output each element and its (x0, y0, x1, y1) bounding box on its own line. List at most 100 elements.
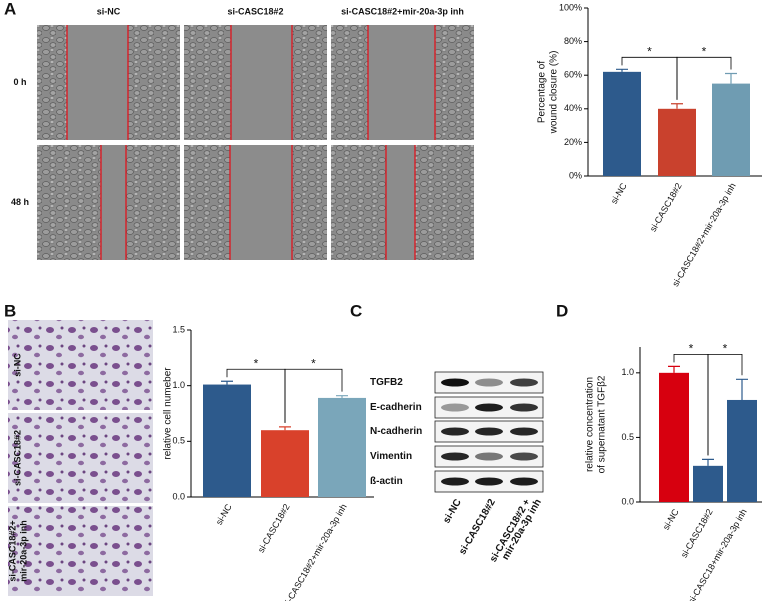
protein-label: N-cadherin (370, 426, 422, 437)
blot-band (475, 378, 503, 387)
blot-band (441, 452, 469, 461)
x-tick-label: si-NC (609, 181, 629, 206)
wound-gap (231, 25, 292, 140)
blot-band (510, 452, 538, 461)
lane-label: si-NC (441, 497, 464, 525)
row-label: 48 h (11, 197, 29, 207)
significance-label: * (254, 356, 259, 370)
blot-band (441, 378, 469, 387)
significance-label: * (689, 342, 694, 356)
protein-label: Vimentin (370, 451, 412, 462)
bar (318, 397, 366, 497)
error-bar (725, 72, 737, 84)
blot-band (475, 427, 503, 436)
panel-letter: B (4, 301, 16, 320)
lane-label: si-CASC18#2 (457, 497, 498, 557)
significance-bracket (676, 56, 732, 100)
micrograph (8, 413, 153, 503)
y-tick-label: 100% (559, 2, 582, 12)
error-bar (736, 378, 748, 400)
y-tick-label: 60% (564, 70, 582, 80)
row-label: si-NC (12, 353, 22, 377)
error-bar (671, 103, 683, 109)
blot-band (441, 403, 469, 412)
blot-band (510, 403, 538, 412)
y-axis-label: of supernatant TGFβ2 (597, 375, 608, 473)
column-label: si-NC (97, 6, 121, 16)
significance-label: * (311, 356, 316, 370)
y-tick-label: 1.0 (621, 367, 634, 377)
y-tick-label: 0% (569, 170, 582, 180)
significance-label: * (702, 44, 707, 58)
error-bar (668, 365, 680, 373)
y-axis-label: relative cell numeber (163, 367, 174, 460)
error-bar (221, 380, 233, 385)
y-tick-label: 80% (564, 36, 582, 46)
error-bar (702, 458, 714, 466)
row-label: 0 h (13, 77, 26, 87)
y-tick-label: 0.0 (172, 491, 185, 501)
significance-label: * (723, 342, 728, 356)
error-bar (279, 426, 291, 431)
y-axis-label: relative concentration (585, 377, 596, 472)
y-axis-label: wound closure (%) (549, 51, 560, 135)
panel-letter: A (4, 0, 16, 18)
y-tick-label: 20% (564, 137, 582, 147)
micrograph (8, 506, 153, 596)
x-tick-label: si-CASC18#2 (256, 502, 292, 554)
bar (603, 71, 641, 176)
blot-strip (434, 371, 544, 394)
significance-bracket (284, 368, 343, 423)
y-tick-label: 0.0 (621, 496, 634, 506)
row-label: si-CASC18#2 (12, 430, 22, 486)
wound-gap (67, 25, 128, 140)
error-bar (336, 395, 348, 398)
wound-gap (101, 145, 126, 260)
panel-letter: C (350, 301, 362, 320)
protein-label: TGFB2 (370, 377, 403, 388)
blot-band (510, 477, 538, 486)
x-tick-label: si-CASC18#2+mir-20a-3p inh (281, 502, 349, 601)
bar (659, 372, 689, 502)
x-tick-label: si-CASC18#2 (679, 507, 715, 559)
bar (712, 83, 750, 176)
y-axis-label: Percentage of (537, 61, 548, 123)
error-bar (616, 68, 628, 72)
x-tick-label: si-CASC18+mir-20a-3p inh (686, 507, 749, 601)
wound-gap (368, 25, 435, 140)
x-tick-label: si-CASC18#2 (648, 181, 684, 233)
panel-letter: D (556, 301, 568, 320)
y-tick-label: 40% (564, 103, 582, 113)
blot-band (475, 477, 503, 486)
bar (658, 108, 696, 176)
y-tick-label: 0.5 (172, 436, 185, 446)
column-label: si-CASC18#2 (227, 6, 283, 16)
blot-band (475, 452, 503, 461)
bar (693, 465, 723, 502)
blot-band (510, 378, 538, 387)
blot-band (475, 403, 503, 412)
significance-bracket (707, 353, 743, 456)
x-tick-label: si-NC (214, 502, 234, 527)
y-tick-label: 1.5 (172, 324, 185, 334)
protein-label: E-cadherin (370, 402, 422, 413)
x-tick-label: si-CASC18#2+mir-20a-3p inh (670, 181, 738, 288)
protein-label: ß-actin (370, 476, 403, 487)
y-tick-label: 1.0 (172, 380, 185, 390)
column-label: si-CASC18#2+mir-20a-3p inh (341, 6, 464, 16)
micrograph (8, 320, 153, 410)
x-tick-label: si-NC (661, 507, 681, 532)
wound-gap (230, 145, 292, 260)
bar (727, 399, 757, 502)
row-label: mir-20a-3p inh (18, 520, 28, 582)
bar (261, 430, 309, 497)
significance-label: * (647, 44, 652, 58)
blot-band (441, 427, 469, 436)
bar (203, 384, 251, 497)
wound-gap (386, 145, 415, 260)
blot-band (510, 427, 538, 436)
row-label: si-CASC18#2+ (7, 520, 17, 581)
blot-band (441, 477, 469, 486)
y-tick-label: 0.5 (621, 432, 634, 442)
